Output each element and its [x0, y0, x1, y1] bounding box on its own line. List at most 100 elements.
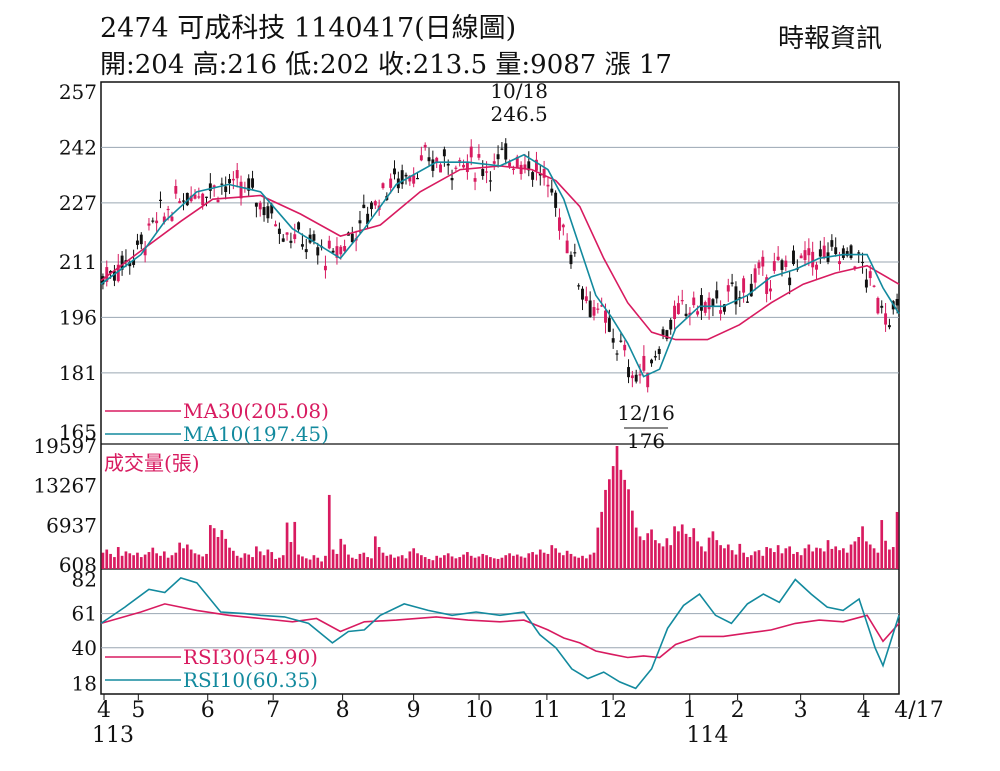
candle-body — [120, 255, 124, 270]
volume-bar — [185, 544, 189, 569]
volume-bar — [473, 557, 477, 569]
candle-body — [830, 240, 834, 247]
candle-body — [707, 297, 711, 310]
candle-body — [699, 295, 703, 311]
volume-bar — [895, 511, 899, 569]
volume-bar — [454, 558, 458, 569]
volume-bar — [189, 549, 193, 569]
candle-body — [792, 250, 795, 265]
candle-body — [788, 277, 792, 286]
candle-body — [554, 192, 558, 208]
candle-body — [404, 174, 408, 177]
volume-bar — [765, 547, 768, 569]
volume-bar — [661, 546, 665, 569]
candle-body — [818, 249, 822, 257]
candle-body — [254, 202, 258, 207]
candle-body — [297, 222, 301, 230]
candle-body — [423, 144, 427, 148]
volume-bar — [228, 547, 231, 569]
candle-body — [665, 330, 669, 339]
volume-bar — [270, 552, 274, 569]
volume-bar — [124, 551, 128, 569]
volume-bar — [638, 536, 642, 569]
candle-body — [147, 223, 151, 226]
volume-bar — [255, 546, 258, 569]
volume-bar — [335, 553, 339, 569]
price-tick-label: 211 — [59, 250, 97, 274]
candle-body — [611, 338, 615, 343]
candle-body — [542, 168, 546, 178]
candle-body — [607, 318, 611, 332]
volume-bar — [769, 548, 772, 569]
x-tick-label: 4 — [97, 698, 111, 723]
candle-body — [849, 245, 853, 259]
volume-bar — [842, 548, 845, 569]
volume-bar — [331, 549, 335, 569]
candle-body — [416, 177, 419, 180]
volume-bar — [531, 552, 534, 569]
candle-body — [653, 356, 657, 358]
x-tick-label: 6 — [201, 698, 215, 723]
volume-bar — [197, 554, 201, 569]
candle-body — [538, 173, 542, 176]
candle-body — [408, 175, 412, 182]
volume-bar — [607, 479, 611, 569]
volume-bar — [711, 531, 715, 569]
volume-bar — [235, 555, 239, 569]
candle-body — [588, 300, 592, 317]
volume-bar — [631, 510, 634, 569]
candle-body — [627, 367, 630, 378]
volume-bar — [772, 552, 776, 569]
volume-bar — [308, 559, 312, 569]
candle-body — [738, 297, 742, 299]
x-tick-label: 4 — [857, 698, 871, 723]
volume-bar — [477, 556, 481, 569]
candle-body — [857, 252, 861, 254]
volume-bar — [654, 540, 657, 569]
x-tick-label: 9 — [407, 698, 421, 723]
candle-body — [815, 264, 818, 270]
candle-body — [304, 249, 308, 253]
candle-body — [251, 178, 255, 188]
volume-bar — [393, 557, 396, 569]
x-tick-label: 2 — [731, 698, 745, 723]
candle-body — [776, 256, 780, 261]
candle-body — [231, 178, 235, 181]
volume-bar — [700, 546, 703, 569]
candle-body — [811, 251, 815, 268]
ma30-legend: MA30(205.08) — [183, 399, 329, 423]
candle-body — [220, 183, 224, 185]
candle-body — [485, 171, 489, 173]
volume-bar — [811, 551, 815, 569]
candle-body — [285, 232, 289, 235]
candle-body — [105, 267, 109, 282]
volume-tick-label: 19597 — [33, 434, 97, 458]
volume-bar — [834, 546, 838, 569]
candle-body — [761, 256, 765, 267]
volume-bar — [208, 525, 212, 569]
volume-bar — [297, 554, 300, 569]
candle-body — [343, 246, 347, 252]
candle-body — [676, 303, 680, 315]
candle-body — [496, 154, 500, 160]
volume-bar — [642, 540, 646, 569]
candle-body — [600, 305, 604, 307]
volume-bar — [377, 547, 381, 569]
volume-bar — [615, 446, 619, 569]
candle-body — [159, 199, 162, 202]
volume-bar — [439, 557, 442, 569]
candle-body — [719, 310, 723, 314]
volume-bar — [512, 555, 515, 569]
candle-body — [742, 278, 746, 293]
volume-bar — [109, 553, 112, 569]
candle-body — [696, 311, 700, 315]
volume-bar — [799, 555, 803, 569]
candle-body — [277, 228, 281, 234]
volume-bar — [423, 557, 427, 569]
volume-bar — [212, 528, 216, 569]
volume-bar — [838, 550, 841, 569]
volume-bar — [581, 555, 584, 569]
candle-body — [446, 163, 450, 166]
candle-body — [619, 340, 623, 342]
x-tick-label: 3 — [794, 698, 808, 723]
